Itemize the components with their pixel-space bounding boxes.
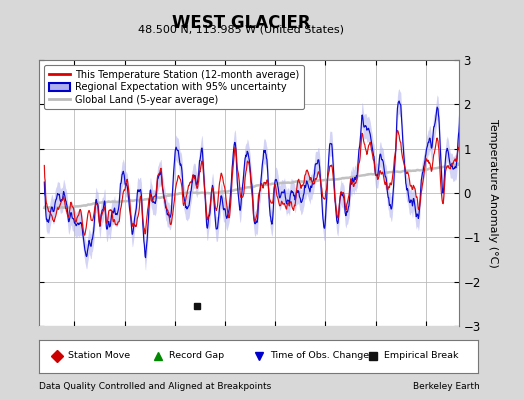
- Text: Berkeley Earth: Berkeley Earth: [413, 382, 479, 391]
- Legend: This Temperature Station (12-month average), Regional Expectation with 95% uncer: This Temperature Station (12-month avera…: [44, 65, 304, 110]
- Text: Empirical Break: Empirical Break: [384, 351, 458, 360]
- Text: 48.500 N, 113.985 W (United States): 48.500 N, 113.985 W (United States): [138, 24, 344, 34]
- Y-axis label: Temperature Anomaly (°C): Temperature Anomaly (°C): [488, 119, 498, 267]
- Text: Time of Obs. Change: Time of Obs. Change: [270, 351, 369, 360]
- Text: Record Gap: Record Gap: [169, 351, 224, 360]
- Text: Station Move: Station Move: [68, 351, 130, 360]
- Text: WEST GLACIER: WEST GLACIER: [172, 14, 310, 32]
- Text: Data Quality Controlled and Aligned at Breakpoints: Data Quality Controlled and Aligned at B…: [39, 382, 271, 391]
